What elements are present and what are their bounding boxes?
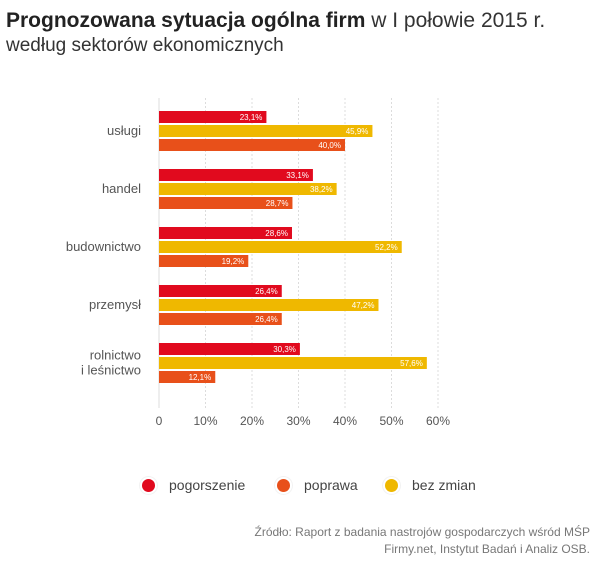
data-label: 33,1% [286,171,309,180]
chart-title-bold: Prognozowana sytuacja ogólna firm [6,9,366,32]
data-label: 30,3% [273,345,296,354]
bar [159,111,267,123]
legend-label: poprawa [304,477,358,493]
data-label: 19,2% [222,257,245,266]
source-note: Źródło: Raport z badania nastrojów gospo… [255,524,591,558]
data-label: 57,6% [400,359,423,368]
source-line-2: Firmy.net, Instytut Badań i Analiz OSB. [384,542,590,556]
bar [159,357,427,369]
data-label: 26,4% [255,315,278,324]
legend: pogorszenie poprawa bez zmian [0,472,600,502]
bar [159,227,292,239]
data-label: 45,9% [346,127,369,136]
x-tick-label: 60% [426,414,450,428]
legend-item: poprawa [275,472,358,498]
chart-title: Prognozowana sytuacja ogólna firm w I po… [6,8,596,33]
legend-item: bez zmian [383,472,476,498]
data-label: 47,2% [352,301,375,310]
x-tick-label: 30% [286,414,310,428]
data-label: 40,0% [318,141,341,150]
bar [159,255,249,267]
x-tick-label: 0 [156,414,163,428]
legend-swatch [275,476,292,494]
bar [159,197,293,209]
bar [159,125,373,137]
x-tick-label: 50% [379,414,403,428]
data-label: 38,2% [310,185,333,194]
bar [159,285,282,297]
data-label: 28,6% [265,229,288,238]
chart-title-rest: w I połowie 2015 r. [365,9,546,32]
category-label: przemysł [89,297,141,312]
bar [159,241,402,253]
data-label: 12,1% [189,373,212,382]
x-tick-label: 10% [193,414,217,428]
x-tick-label: 40% [333,414,357,428]
category-label: i leśnictwo [81,363,141,378]
category-label: handel [102,181,141,196]
bar [159,371,216,383]
bar [159,299,379,311]
data-label: 26,4% [255,287,278,296]
source-line-1: Źródło: Raport z badania nastrojów gospo… [254,525,591,539]
chart-subtitle: według sektorów ekonomicznych [6,35,284,56]
category-label: usługi [107,123,141,138]
category-label: budownictwo [66,239,141,254]
data-label: 28,7% [266,199,289,208]
legend-label: pogorszenie [169,477,246,493]
legend-swatch [140,476,157,494]
bar [159,139,345,151]
bar-chart: 0 10% 20% 30% 40% 50% 60% usługi 23,1% 45,9% 40,0%… [66,98,450,428]
bar [159,169,313,181]
category-label: rolnictwo [90,348,141,363]
data-label: 52,2% [375,243,398,252]
legend-label: bez zmian [412,477,476,493]
legend-item: pogorszenie [140,472,245,498]
bar [159,183,337,195]
bar [159,313,282,325]
legend-swatch [383,476,400,494]
bar [159,343,300,355]
data-label: 23,1% [240,113,263,122]
x-tick-label: 20% [240,414,264,428]
